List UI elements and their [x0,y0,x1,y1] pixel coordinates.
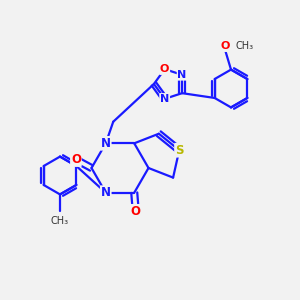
Text: CH₃: CH₃ [235,40,253,51]
Text: O: O [71,153,81,166]
Text: N: N [160,94,169,104]
Text: O: O [131,205,141,218]
Text: N: N [101,186,111,199]
Text: N: N [178,70,187,80]
Text: S: S [175,144,184,157]
Text: CH₃: CH₃ [51,216,69,226]
Text: O: O [160,64,169,74]
Text: O: O [221,41,230,51]
Text: N: N [101,137,111,150]
